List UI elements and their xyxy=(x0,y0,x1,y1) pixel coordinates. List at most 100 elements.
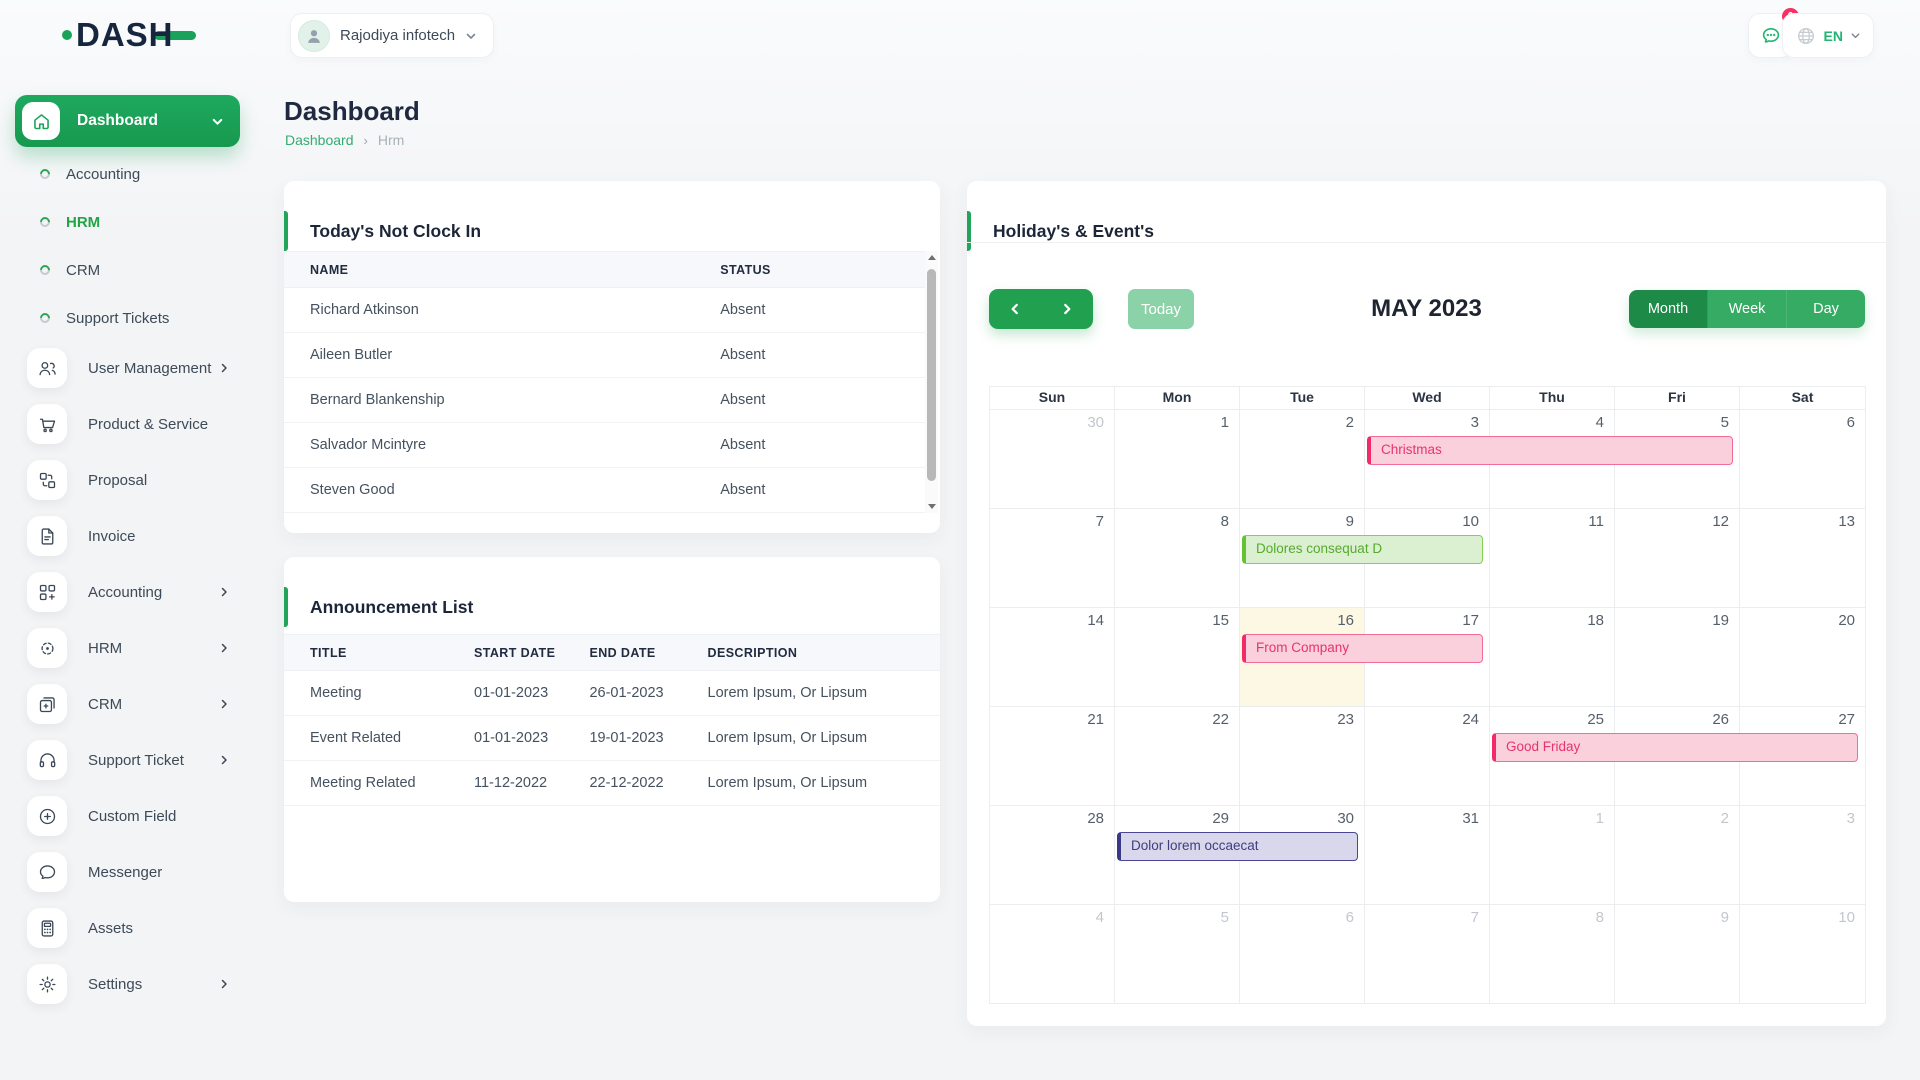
clockin-scrollbar[interactable] xyxy=(925,251,938,513)
day-number: 19 xyxy=(1712,612,1729,629)
sidebar-subitem-hrm[interactable]: HRM xyxy=(0,198,260,246)
calendar-event-dolores-consequat-d[interactable]: Dolores consequat D xyxy=(1242,535,1483,564)
day-number: 26 xyxy=(1712,711,1729,728)
day-number: 9 xyxy=(1345,513,1354,530)
calendar-event-from-company[interactable]: From Company xyxy=(1242,634,1483,663)
sidebar-item-invoice[interactable]: Invoice xyxy=(0,508,260,564)
calendar-day-cell[interactable]: 13 xyxy=(1740,509,1865,607)
next-month-button[interactable] xyxy=(1041,289,1093,329)
day-number: 27 xyxy=(1838,711,1855,728)
today-button[interactable]: Today xyxy=(1128,289,1194,329)
calendar-day-cell[interactable]: 4 xyxy=(990,905,1115,1003)
calendar-day-cell[interactable]: 2 xyxy=(1615,806,1740,904)
status-cell: Absent xyxy=(694,422,925,468)
calendar-day-cell[interactable]: 5 xyxy=(1115,905,1240,1003)
calendar-day-cell[interactable]: 7 xyxy=(1365,905,1490,1003)
calendar-day-cell[interactable]: 10 xyxy=(1365,509,1490,607)
calendar-day-cell[interactable]: 10 xyxy=(1740,905,1865,1003)
calendar-day-cell[interactable]: 1 xyxy=(1115,410,1240,508)
sidebar-item-settings[interactable]: Settings xyxy=(0,956,260,1012)
sidebar-subitem-accounting[interactable]: Accounting xyxy=(0,150,260,198)
calendar-day-cell[interactable]: 1 xyxy=(1490,806,1615,904)
calendar-day-cell[interactable]: 2 xyxy=(1240,410,1365,508)
view-button-week[interactable]: Week xyxy=(1708,290,1787,328)
day-number: 29 xyxy=(1212,810,1229,827)
home-icon xyxy=(22,102,60,140)
breadcrumb-dashboard-link[interactable]: Dashboard xyxy=(285,132,354,148)
calendar-day-cell[interactable]: 8 xyxy=(1115,509,1240,607)
calendar-day-cell[interactable]: 12 xyxy=(1615,509,1740,607)
sidebar-subitem-support-tickets[interactable]: Support Tickets xyxy=(0,294,260,342)
calendar-day-cell[interactable]: 15 xyxy=(1115,608,1240,706)
day-number: 3 xyxy=(1846,810,1855,827)
calendar-day-cell[interactable]: 21 xyxy=(990,707,1115,805)
chevron-right-icon xyxy=(218,978,230,990)
calendar-day-cell[interactable]: 6 xyxy=(1240,905,1365,1003)
sidebar-item-product-service[interactable]: Product & Service xyxy=(0,396,260,452)
scrollbar-thumb[interactable] xyxy=(927,269,936,481)
calendar-day-cell[interactable]: 5 xyxy=(1615,410,1740,508)
dash-logo[interactable]: DASH xyxy=(62,16,196,54)
day-number: 5 xyxy=(1720,414,1729,431)
sidebar-item-assets[interactable]: Assets xyxy=(0,900,260,956)
calendar-day-cell[interactable]: 31 xyxy=(1365,806,1490,904)
view-button-month[interactable]: Month xyxy=(1629,290,1708,328)
sidebar-item-dashboard[interactable]: Dashboard xyxy=(15,95,240,147)
calendar-day-cell[interactable]: 14 xyxy=(990,608,1115,706)
calendar-day-cell[interactable]: 9 xyxy=(1615,905,1740,1003)
calendar-day-cell[interactable]: 3 xyxy=(1740,806,1865,904)
calendar-day-cell[interactable]: 8 xyxy=(1490,905,1615,1003)
sidebar-item-support-ticket[interactable]: Support Ticket xyxy=(0,732,260,788)
calendar-day-cell[interactable]: 7 xyxy=(990,509,1115,607)
end-date-cell: 19-01-2023 xyxy=(563,715,682,761)
calendar-day-cell[interactable]: 23 xyxy=(1240,707,1365,805)
scroll-down-arrow-icon[interactable] xyxy=(925,500,938,513)
calendar-day-cell[interactable]: 28 xyxy=(990,806,1115,904)
calendar-day-cell[interactable]: 18 xyxy=(1490,608,1615,706)
calendar-day-cell[interactable]: 30 xyxy=(1240,806,1365,904)
calendar-week-row: 4 5 6 7 8 9 10 xyxy=(990,904,1865,1003)
calendar-day-cell[interactable]: 30 xyxy=(990,410,1115,508)
calendar-day-cell[interactable]: 24 xyxy=(1365,707,1490,805)
table-row: Steven Good Absent xyxy=(284,467,925,513)
company-selector[interactable]: Rajodiya infotech xyxy=(290,13,495,58)
calendar-event-christmas[interactable]: Christmas xyxy=(1367,436,1733,465)
calendar-event-good-friday[interactable]: Good Friday xyxy=(1492,733,1858,762)
calendar-day-cell[interactable]: 20 xyxy=(1740,608,1865,706)
calendar-day-cell[interactable]: 6 xyxy=(1740,410,1865,508)
sidebar-item-user-management[interactable]: User Management xyxy=(0,340,260,396)
column-header: START DATE xyxy=(448,634,564,671)
day-number: 7 xyxy=(1470,909,1479,926)
calendar-event-dolor-lorem-occaecat[interactable]: Dolor lorem occaecat xyxy=(1117,832,1358,861)
scroll-up-arrow-icon[interactable] xyxy=(925,251,938,264)
calendar-day-cell[interactable]: 27 xyxy=(1740,707,1865,805)
announcement-card: Announcement List TITLE START DATE END DAT… xyxy=(284,557,940,902)
sidebar-items: User Management Product & Service Proposal… xyxy=(0,340,260,1012)
calendar-card: Holiday's & Event's Today MAY 2023 Month… xyxy=(967,181,1886,1026)
status-cell: Absent xyxy=(694,332,925,378)
day-number: 10 xyxy=(1838,909,1855,926)
chevron-right-icon xyxy=(218,362,230,374)
calendar-day-cell[interactable]: 17 xyxy=(1365,608,1490,706)
sidebar-item-hrm[interactable]: HRM xyxy=(0,620,260,676)
view-button-day[interactable]: Day xyxy=(1787,290,1865,328)
sidebar-subitem-crm[interactable]: CRM xyxy=(0,246,260,294)
sidebar-item-messenger[interactable]: Messenger xyxy=(0,844,260,900)
day-number: 12 xyxy=(1712,513,1729,530)
language-selector[interactable]: EN xyxy=(1781,13,1874,58)
day-number: 1 xyxy=(1220,414,1229,431)
sidebar-item-crm[interactable]: CRM xyxy=(0,676,260,732)
calendar-day-cell[interactable]: 11 xyxy=(1490,509,1615,607)
column-header: NAME xyxy=(284,251,695,288)
day-number: 22 xyxy=(1212,711,1229,728)
logo-dash xyxy=(153,30,196,40)
prev-month-button[interactable] xyxy=(989,289,1041,329)
calendar-day-cell[interactable]: 19 xyxy=(1615,608,1740,706)
column-header: END DATE xyxy=(563,634,682,671)
sidebar-item-accounting[interactable]: Accounting xyxy=(0,564,260,620)
sidebar-subitem-label: HRM xyxy=(66,213,101,231)
calendar-day-cell[interactable]: 22 xyxy=(1115,707,1240,805)
gear-icon xyxy=(27,964,67,1004)
sidebar-item-custom-field[interactable]: Custom Field xyxy=(0,788,260,844)
sidebar-item-proposal[interactable]: Proposal xyxy=(0,452,260,508)
